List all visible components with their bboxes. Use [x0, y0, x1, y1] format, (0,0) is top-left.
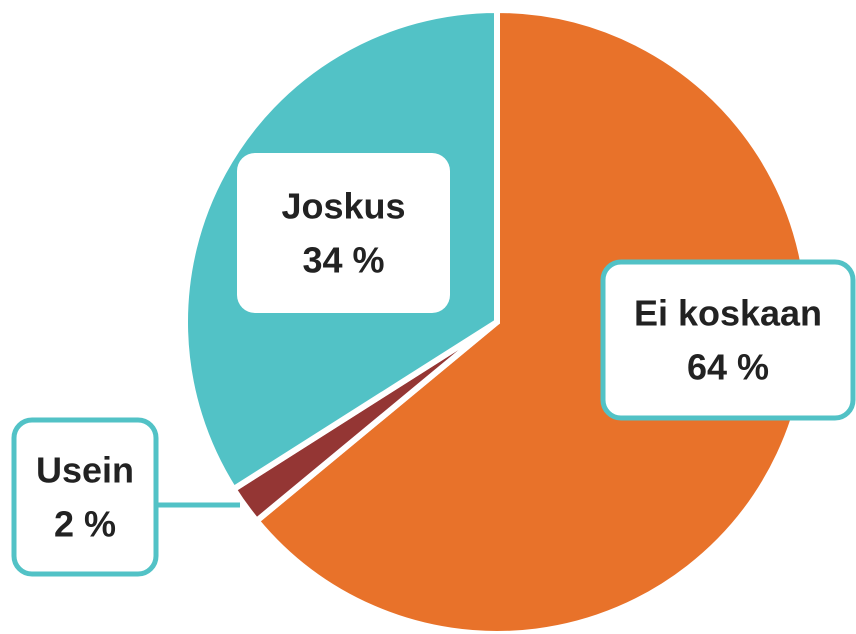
label-box: [237, 153, 450, 313]
pie-slice: [252, 6, 812, 634]
value-label: 64 %: [687, 347, 769, 388]
label-box: [600, 259, 856, 421]
label-box: [11, 417, 159, 577]
slice-label: Joskus: [281, 186, 405, 227]
value-label: 2 %: [54, 504, 116, 545]
value-label: 34 %: [302, 240, 384, 281]
slice-label: Usein: [36, 450, 134, 491]
slice-label: Ei koskaan: [634, 293, 822, 334]
